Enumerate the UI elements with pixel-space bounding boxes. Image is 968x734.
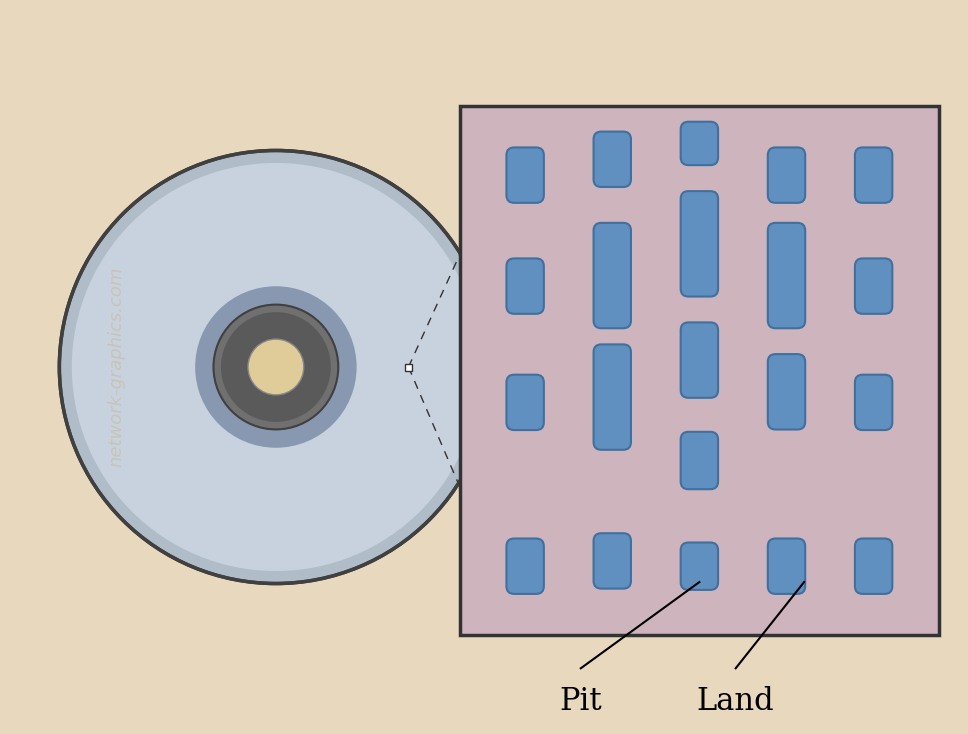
FancyBboxPatch shape: [593, 131, 631, 187]
FancyBboxPatch shape: [506, 148, 544, 203]
Ellipse shape: [237, 330, 315, 382]
Circle shape: [196, 286, 356, 448]
Circle shape: [221, 312, 331, 422]
Circle shape: [214, 305, 338, 429]
Ellipse shape: [250, 369, 323, 417]
Ellipse shape: [267, 363, 337, 406]
FancyBboxPatch shape: [593, 344, 631, 450]
FancyBboxPatch shape: [506, 539, 544, 594]
Ellipse shape: [239, 376, 304, 419]
Circle shape: [248, 339, 304, 395]
FancyBboxPatch shape: [855, 258, 892, 314]
FancyBboxPatch shape: [768, 539, 805, 594]
FancyBboxPatch shape: [768, 148, 805, 203]
Bar: [405, 363, 412, 371]
Text: network-graphics.com: network-graphics.com: [107, 267, 125, 467]
FancyBboxPatch shape: [593, 533, 631, 589]
FancyBboxPatch shape: [855, 374, 892, 430]
Ellipse shape: [222, 349, 309, 406]
FancyBboxPatch shape: [681, 542, 718, 590]
Text: Land: Land: [697, 686, 774, 717]
FancyBboxPatch shape: [681, 322, 718, 398]
FancyBboxPatch shape: [855, 148, 892, 203]
FancyBboxPatch shape: [593, 223, 631, 328]
Text: Pit: Pit: [560, 686, 602, 717]
Ellipse shape: [246, 310, 341, 371]
FancyBboxPatch shape: [768, 223, 805, 328]
FancyBboxPatch shape: [681, 432, 718, 490]
FancyBboxPatch shape: [681, 191, 718, 297]
Ellipse shape: [280, 337, 337, 376]
FancyBboxPatch shape: [768, 354, 805, 429]
Circle shape: [59, 150, 493, 584]
Ellipse shape: [228, 330, 288, 369]
FancyBboxPatch shape: [506, 258, 544, 314]
Circle shape: [72, 163, 480, 571]
FancyBboxPatch shape: [855, 539, 892, 594]
Bar: [460, 106, 939, 635]
FancyBboxPatch shape: [506, 374, 544, 430]
FancyBboxPatch shape: [681, 122, 718, 165]
